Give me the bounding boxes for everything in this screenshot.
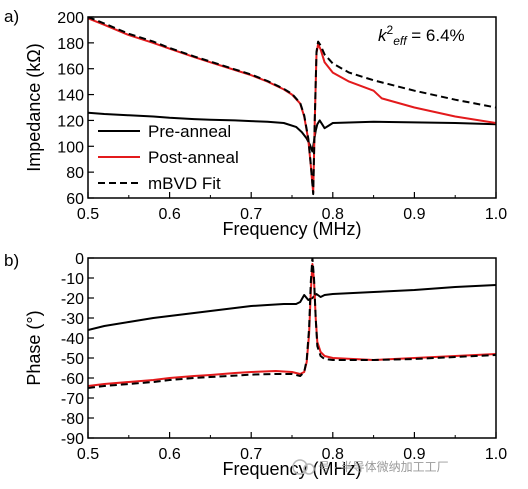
- x-tick-label: 0.6: [158, 206, 180, 223]
- y-tick-label: 80: [66, 165, 84, 182]
- legend-label: Post-anneal: [148, 148, 239, 167]
- panel-a-impedance-chart: a) 0.5 0.6 0.7 0.8 0.9 1.0 60 80 100 120 140 160 180 2…: [4, 7, 507, 239]
- plot-frame: [87, 257, 497, 439]
- y-tick-label: 0: [75, 251, 84, 268]
- y-axis-label: Impedance (kΩ): [24, 43, 44, 172]
- y-tick-label: -40: [61, 331, 84, 348]
- x-axis-label: Frequency (MHz): [222, 219, 361, 239]
- y-tick-label: 140: [57, 88, 84, 105]
- legend-label: mBVD Fit: [148, 174, 221, 193]
- panel-b-phase-chart: b) 0.5 0.6 0.7 0.8 0.9 1.0 0 -10 -20 -30 -40 -50 -60 -…: [4, 251, 507, 479]
- y-tick-label: 100: [57, 139, 84, 156]
- series-group: [88, 17, 496, 196]
- x-tick-label: 0.9: [403, 446, 425, 463]
- y-tick-label: -50: [61, 351, 84, 368]
- y-tick-label: -60: [61, 371, 84, 388]
- x-tick-label: 1.0: [485, 446, 507, 463]
- y-tick-label: 160: [57, 62, 84, 79]
- watermark-text: 号 · 半导体微纳加工工厂: [318, 460, 449, 474]
- panel-label: a): [4, 7, 19, 26]
- x-tick-label: 0.6: [158, 446, 180, 463]
- x-tick-label: 0.7: [240, 446, 262, 463]
- x-tick-label: 0.5: [77, 446, 99, 463]
- k-eff-subscript: eff: [393, 34, 408, 48]
- series-line-mbvd-fit: [88, 17, 496, 196]
- x-tick-label: 0.9: [403, 206, 425, 223]
- x-tick-label: 0.8: [322, 206, 344, 223]
- legend-label: Pre-anneal: [148, 122, 231, 141]
- series-line-post-anneal: [88, 263, 496, 387]
- series-line-mbvd-fit: [88, 258, 496, 389]
- y-tick-label: -90: [61, 431, 84, 448]
- wechat-logo-icon: [292, 459, 308, 475]
- legend: Pre-anneal Post-anneal mBVD Fit: [98, 122, 239, 193]
- panel-label: b): [4, 251, 19, 270]
- y-tick-label: 200: [57, 10, 84, 27]
- k-eff-superscript: 2: [387, 23, 394, 37]
- y-tick-label: 120: [57, 113, 84, 130]
- k-eff-symbol: k: [378, 26, 388, 45]
- series-group: [88, 258, 496, 389]
- x-tick-label: 0.7: [240, 206, 262, 223]
- y-tick-label: -80: [61, 411, 84, 428]
- y-axis-label: Phase (°): [24, 310, 44, 385]
- x-tick-label: 0.8: [322, 446, 344, 463]
- y-tick-label: -20: [61, 291, 84, 308]
- y-tick-label: -30: [61, 311, 84, 328]
- x-tick-label: 1.0: [485, 206, 507, 223]
- wechat-logo-icon-inner: [303, 463, 315, 475]
- x-tick-label: 0.5: [77, 206, 99, 223]
- series-line-pre-anneal: [88, 284, 496, 331]
- k-eff-value: = 6.4%: [407, 26, 465, 45]
- y-tick-label: 60: [66, 191, 84, 208]
- y-tick-label: 180: [57, 36, 84, 53]
- x-axis-label: Frequency (MHz): [222, 459, 361, 479]
- k-eff-annotation: k2eff = 6.4%: [378, 23, 465, 48]
- y-tick-label: -70: [61, 391, 84, 408]
- watermark: 号 · 半导体微纳加工工厂: [292, 459, 449, 475]
- y-tick-label: -10: [61, 271, 84, 288]
